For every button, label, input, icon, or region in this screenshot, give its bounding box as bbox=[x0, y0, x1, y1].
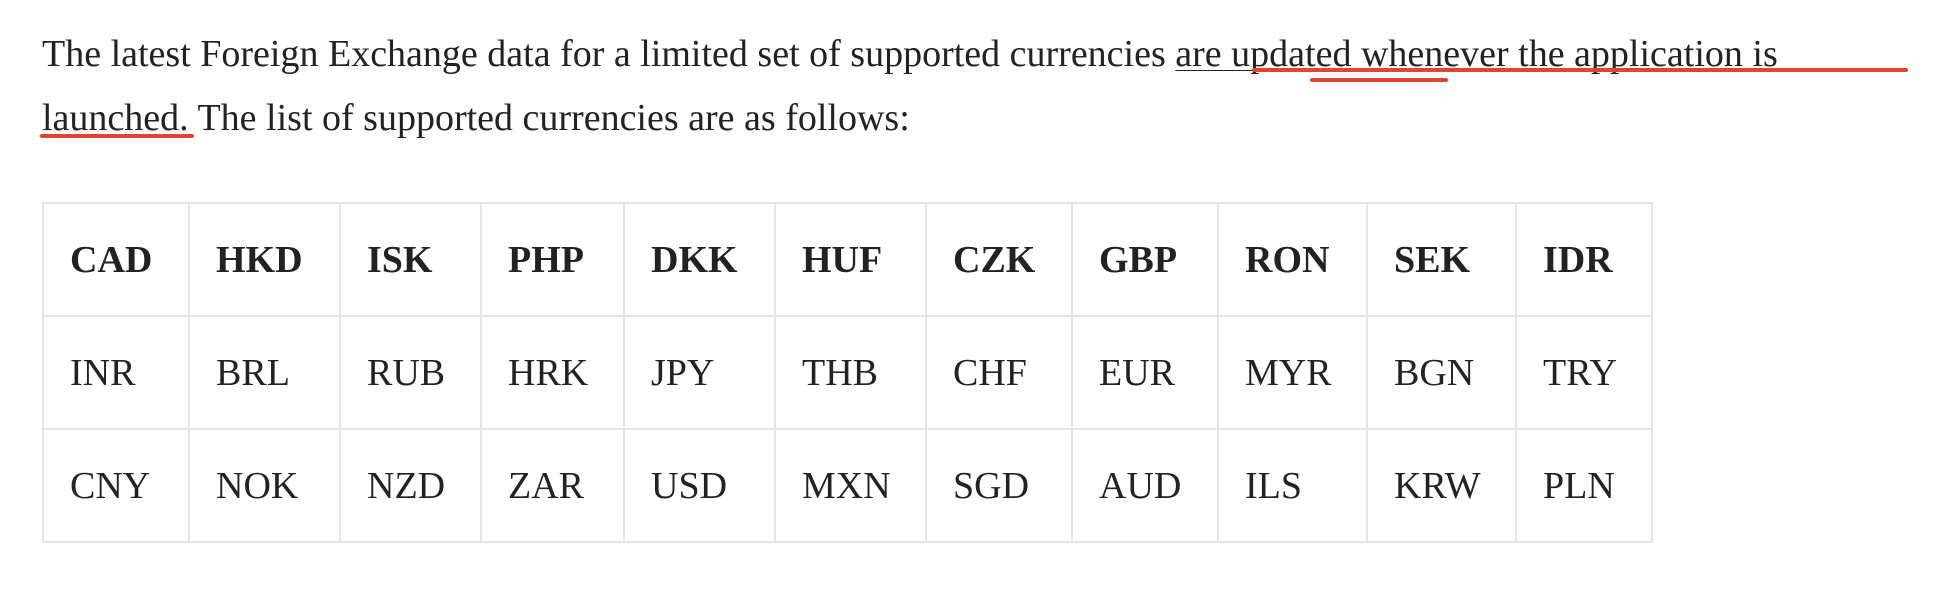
table-header-row: CAD HKD ISK PHP DKK HUF CZK GBP RON SEK … bbox=[42, 202, 1653, 317]
table-cell: BGN bbox=[1366, 315, 1517, 430]
table-cell: KRW bbox=[1366, 428, 1517, 543]
red-underline-annotation bbox=[1310, 78, 1448, 82]
table-header-cell: ISK bbox=[339, 202, 482, 317]
table-header-cell: IDR bbox=[1515, 202, 1653, 317]
table-cell: MXN bbox=[774, 428, 927, 543]
table-row: INR BRL RUB HRK JPY THB CHF EUR MYR BGN … bbox=[42, 315, 1653, 430]
table-header-cell: CAD bbox=[42, 202, 190, 317]
table-cell: CNY bbox=[42, 428, 190, 543]
table-cell: JPY bbox=[623, 315, 776, 430]
table-cell: ILS bbox=[1217, 428, 1368, 543]
table-cell: NOK bbox=[188, 428, 341, 543]
table-header-cell: SEK bbox=[1366, 202, 1517, 317]
table-cell: SGD bbox=[925, 428, 1073, 543]
red-underline-annotation bbox=[1252, 68, 1908, 72]
table-header-cell: GBP bbox=[1071, 202, 1219, 317]
currency-table: CAD HKD ISK PHP DKK HUF CZK GBP RON SEK … bbox=[42, 202, 1653, 543]
table-cell: NZD bbox=[339, 428, 482, 543]
table-header-cell: PHP bbox=[480, 202, 625, 317]
intro-text-after: . The list of supported currencies are a… bbox=[179, 97, 910, 139]
table-cell: BRL bbox=[188, 315, 341, 430]
intro-paragraph: The latest Foreign Exchange data for a l… bbox=[42, 22, 1922, 150]
table-cell: PLN bbox=[1515, 428, 1653, 543]
table-cell: INR bbox=[42, 315, 190, 430]
table-header-cell: RON bbox=[1217, 202, 1368, 317]
table-row: CNY NOK NZD ZAR USD MXN SGD AUD ILS KRW … bbox=[42, 428, 1653, 543]
red-underline-annotation bbox=[40, 134, 194, 138]
table-cell: THB bbox=[774, 315, 927, 430]
table-cell: TRY bbox=[1515, 315, 1653, 430]
table-cell: AUD bbox=[1071, 428, 1219, 543]
table-cell: CHF bbox=[925, 315, 1073, 430]
table-cell: ZAR bbox=[480, 428, 625, 543]
intro-text-before: The latest Foreign Exchange data for a l… bbox=[42, 33, 1176, 75]
table-cell: HRK bbox=[480, 315, 625, 430]
table-header-cell: HUF bbox=[774, 202, 927, 317]
table-cell: RUB bbox=[339, 315, 482, 430]
table-cell: USD bbox=[623, 428, 776, 543]
table-cell: EUR bbox=[1071, 315, 1219, 430]
table-header-cell: CZK bbox=[925, 202, 1073, 317]
table-cell: MYR bbox=[1217, 315, 1368, 430]
table-header-cell: DKK bbox=[623, 202, 776, 317]
table-header-cell: HKD bbox=[188, 202, 341, 317]
